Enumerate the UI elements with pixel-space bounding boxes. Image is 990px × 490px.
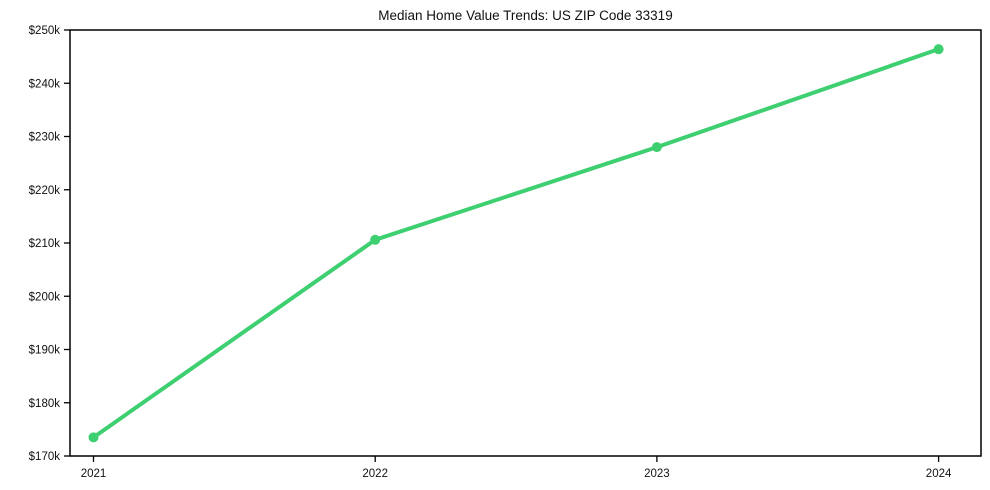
y-tick-label: $200k	[29, 291, 61, 303]
plot-border	[69, 29, 982, 457]
data-point-marker	[933, 44, 944, 55]
y-tick-label: $180k	[29, 398, 61, 410]
data-point-marker	[88, 432, 99, 443]
y-tick-label: $220k	[29, 185, 61, 197]
y-tick-label: $210k	[29, 238, 61, 250]
trend-line	[91, 47, 941, 440]
data-point-marker	[370, 234, 381, 245]
y-tick-label: $240k	[29, 78, 61, 90]
x-tick-label: 2022	[362, 468, 388, 480]
x-tick-label: 2024	[926, 468, 952, 480]
y-tick-label: $170k	[29, 451, 61, 463]
y-tick-label: $250k	[29, 25, 61, 37]
data-point-marker	[651, 142, 662, 153]
x-tick-label: 2021	[81, 468, 107, 480]
chart-title: Median Home Value Trends: US ZIP Code 33…	[378, 8, 673, 23]
y-tick-label: $230k	[29, 132, 61, 144]
y-tick-label: $190k	[29, 345, 61, 357]
x-tick-label: 2023	[644, 468, 670, 480]
